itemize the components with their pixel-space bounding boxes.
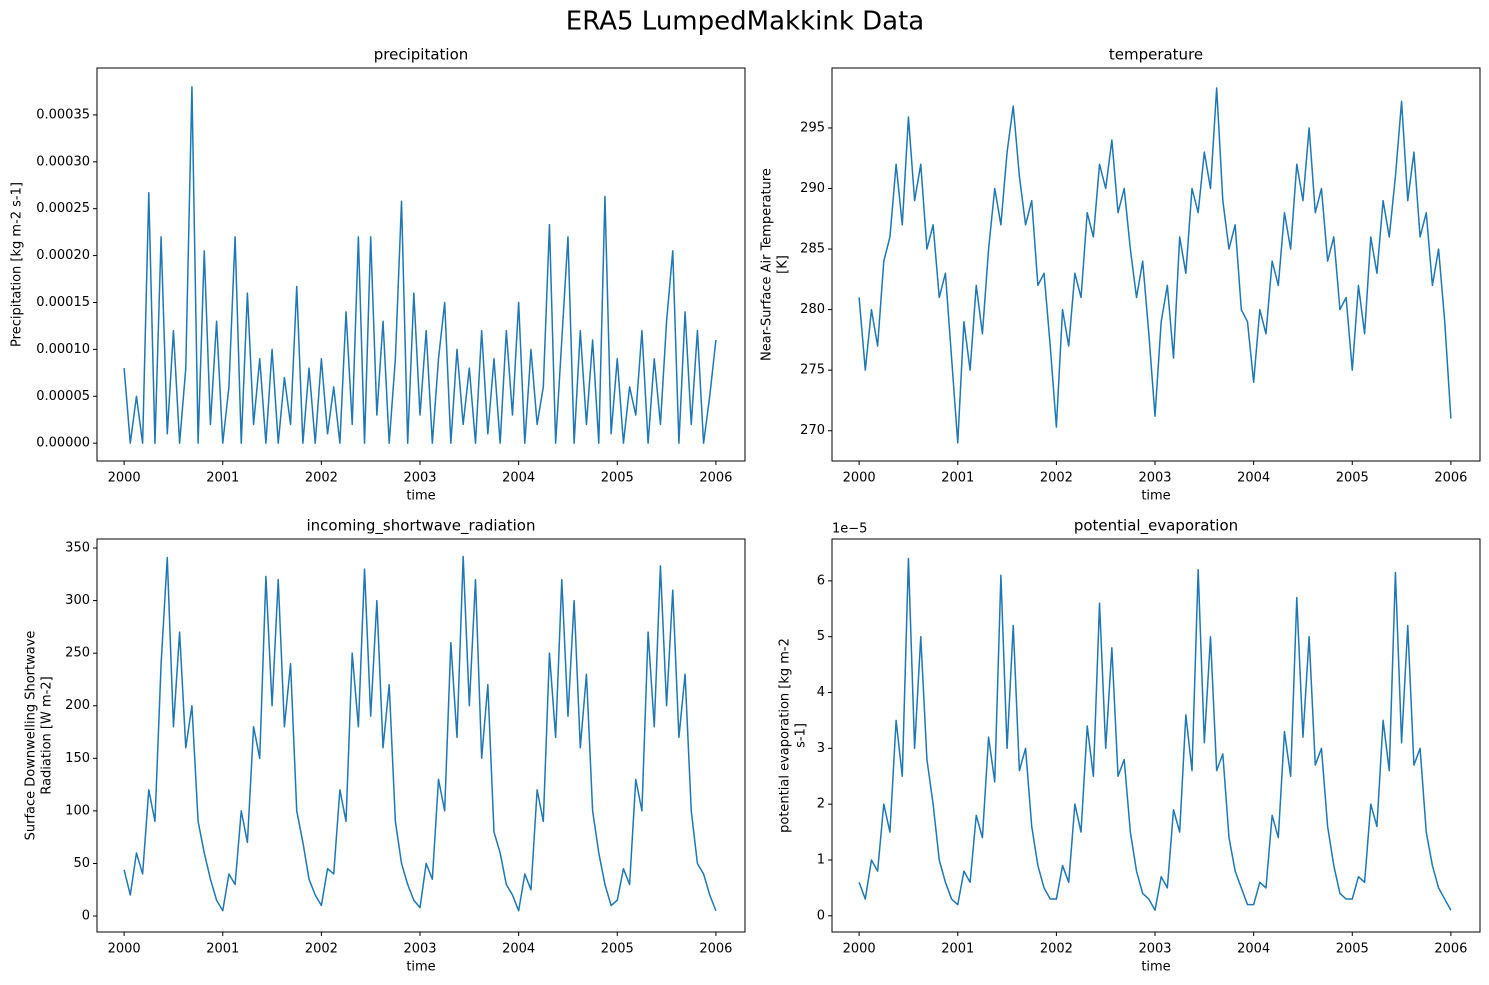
y-tick-label: 0.00030 — [36, 154, 90, 169]
y-tick-label: 0.00020 — [36, 248, 90, 263]
x-tick-label: 2005 — [601, 942, 634, 957]
x-tick-label: 2001 — [941, 471, 974, 486]
subplot: potential_evaporation 2000 2001 2002 2003 200… — [778, 517, 1481, 975]
y-tick-label: 250 — [65, 646, 90, 661]
subplot: precipitation 2000 2001 2002 2003 2004 2005 200… — [10, 46, 746, 504]
x-axis-label: time — [1141, 960, 1170, 975]
x-tick-label: 2003 — [403, 942, 436, 957]
x-tick-label: 2004 — [502, 942, 535, 957]
y-tick-label: 0.00035 — [36, 107, 90, 122]
y-tick-label: 1 — [817, 852, 825, 867]
y-tick-label: 6 — [817, 573, 825, 588]
y-tick-label: 2 — [817, 797, 825, 812]
y-tick-label: 50 — [73, 856, 90, 871]
subplot-title: precipitation — [374, 46, 469, 64]
x-tick-label: 2006 — [699, 471, 732, 486]
y-tick-label: 290 — [800, 181, 825, 196]
y-tick-label: 5 — [817, 629, 825, 644]
y-offset-label: 1e−5 — [832, 522, 867, 537]
figure-title: ERA5 LumpedMakkink Data — [566, 7, 924, 37]
x-tick-label: 2004 — [1237, 471, 1270, 486]
subplot-title: incoming_shortwave_radiation — [307, 517, 536, 536]
x-tick-label: 2006 — [1434, 471, 1467, 486]
x-tick-label: 2005 — [1336, 942, 1369, 957]
x-tick-label: 2001 — [206, 471, 239, 486]
axes-frame — [96, 67, 746, 462]
y-tick-label: 0.00015 — [36, 295, 90, 310]
x-tick-label: 2000 — [843, 942, 876, 957]
plot-area — [858, 87, 1452, 444]
plot-area — [123, 86, 717, 444]
y-tick-label: 0.00010 — [36, 342, 90, 357]
data-line — [123, 86, 717, 444]
x-tick-label: 2000 — [843, 471, 876, 486]
data-line — [858, 557, 1452, 911]
y-tick-label: 3 — [817, 741, 825, 756]
y-tick-label: 285 — [800, 242, 825, 257]
y-axis-label: Surface Downwelling Shortwave — [24, 631, 39, 841]
subplot-title: temperature — [1109, 46, 1203, 64]
axes-frame — [96, 538, 746, 933]
x-tick-label: 2001 — [206, 942, 239, 957]
y-tick-label: 300 — [65, 593, 90, 608]
data-line — [858, 87, 1452, 444]
x-axis-label: time — [406, 960, 435, 975]
x-tick-label: 2006 — [1434, 942, 1467, 957]
x-tick-label: 2001 — [941, 942, 974, 957]
y-tick-label: 280 — [800, 302, 825, 317]
y-tick-label: 0.00025 — [36, 201, 90, 216]
x-tick-label: 2003 — [1138, 942, 1171, 957]
data-line — [123, 555, 717, 912]
y-axis-label: [K] — [776, 255, 791, 274]
x-tick-label: 2002 — [305, 942, 338, 957]
axes-frame — [831, 67, 1481, 462]
y-tick-label: 200 — [65, 698, 90, 713]
x-tick-label: 2005 — [601, 471, 634, 486]
y-tick-label: 0.00000 — [36, 436, 90, 451]
y-axis-label: potential evaporation [kg m-2 — [778, 638, 793, 833]
x-tick-label: 2003 — [1138, 471, 1171, 486]
subplot: temperature 2000 2001 2002 2003 2004 2005 2006 2… — [760, 46, 1481, 504]
y-axis-label: Precipitation [kg m-2 s-1] — [10, 182, 25, 347]
x-tick-label: 2004 — [1237, 942, 1270, 957]
axes-frame — [831, 538, 1481, 933]
x-tick-label: 2002 — [305, 471, 338, 486]
plot-area — [123, 555, 717, 912]
y-tick-label: 150 — [65, 751, 90, 766]
x-tick-label: 2006 — [699, 942, 732, 957]
y-tick-label: 275 — [800, 363, 825, 378]
x-tick-label: 2003 — [403, 471, 436, 486]
y-tick-label: 270 — [800, 423, 825, 438]
y-tick-label: 0.00005 — [36, 389, 90, 404]
x-axis-label: time — [406, 489, 435, 504]
subplot-title: potential_evaporation — [1074, 517, 1238, 536]
x-tick-label: 2000 — [108, 942, 141, 957]
x-tick-label: 2005 — [1336, 471, 1369, 486]
y-axis-label: Near-Surface Air Temperature — [760, 168, 775, 361]
y-axis-label: Radiation [W m-2] — [40, 676, 55, 794]
x-tick-label: 2004 — [502, 471, 535, 486]
x-tick-label: 2002 — [1040, 942, 1073, 957]
plot-area — [858, 557, 1452, 911]
y-tick-label: 350 — [65, 541, 90, 556]
y-tick-label: 100 — [65, 803, 90, 818]
y-axis-label: s-1] — [794, 723, 809, 748]
y-tick-label: 0 — [82, 909, 90, 924]
x-tick-label: 2002 — [1040, 471, 1073, 486]
x-axis-label: time — [1141, 489, 1170, 504]
x-tick-label: 2000 — [108, 471, 141, 486]
y-tick-label: 295 — [800, 120, 825, 135]
y-tick-label: 0 — [817, 908, 825, 923]
y-tick-label: 4 — [817, 685, 825, 700]
